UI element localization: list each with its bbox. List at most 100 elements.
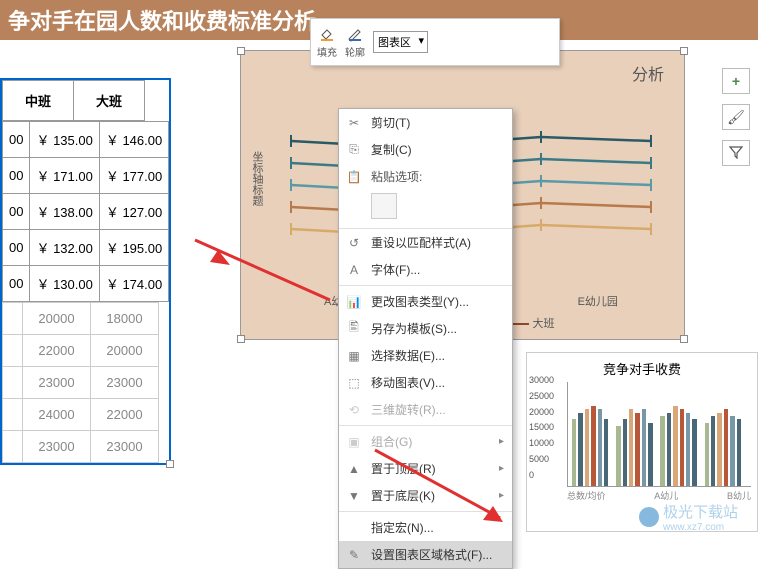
col-header: 大班	[74, 81, 145, 121]
format-icon: ✎	[345, 547, 363, 563]
chart-add-element-button[interactable]: +	[722, 68, 750, 94]
menu-send-back[interactable]: ▼置于底层(K)▸	[339, 482, 512, 509]
menu-change-type[interactable]: 📊更改图表类型(Y)...	[339, 288, 512, 315]
table-cell[interactable]: ￥ 132.00	[30, 230, 99, 266]
data-table[interactable]: 中班 大班 00￥ 135.00￥ 146.0000￥ 171.00￥ 177.…	[0, 78, 171, 465]
table-cell[interactable]: 18000	[91, 303, 159, 335]
paste-option-button[interactable]	[371, 193, 397, 219]
plus-icon: +	[732, 73, 740, 89]
pen-icon	[346, 25, 364, 43]
menu-save-template[interactable]: 🖺另存为模板(S)...	[339, 315, 512, 342]
context-menu: ✂剪切(T) ⎘复制(C) 📋粘贴选项: ↺重设以匹配样式(A) A字体(F).…	[338, 108, 513, 569]
send-back-icon: ▼	[345, 488, 363, 504]
clipboard-icon: 📋	[345, 169, 363, 185]
chart-type-icon: 📊	[345, 294, 363, 310]
bar	[604, 419, 608, 486]
small-chart-plot	[567, 382, 751, 487]
selection-handle[interactable]	[680, 335, 688, 343]
table-cell[interactable]: 23000	[23, 431, 91, 463]
table-cell[interactable]: ￥ 171.00	[30, 158, 99, 194]
table-cell[interactable]: ￥ 195.00	[99, 230, 168, 266]
table-cell[interactable]: 23000	[91, 367, 159, 399]
table-cell[interactable]: 00	[3, 266, 30, 302]
selection-handle[interactable]	[680, 47, 688, 55]
selection-handle[interactable]	[237, 47, 245, 55]
funnel-icon	[729, 145, 743, 162]
bar	[635, 413, 639, 486]
menu-group: ▣组合(G)▸	[339, 428, 512, 455]
table-cell[interactable]: 24000	[23, 399, 91, 431]
watermark: 极光下载站 www.xz7.com	[639, 501, 738, 533]
small-chart-yaxis: 050001000015000200002500030000	[529, 375, 554, 480]
selection-handle[interactable]	[166, 460, 174, 468]
watermark-icon	[639, 507, 659, 527]
bar	[578, 413, 582, 486]
bar	[730, 416, 734, 486]
bar	[629, 409, 633, 486]
table-cell[interactable]: 00	[3, 122, 30, 158]
table-cell[interactable]: ￥ 130.00	[30, 266, 99, 302]
template-icon: 🖺	[345, 321, 363, 337]
chart-filter-button[interactable]	[722, 140, 750, 166]
bar	[642, 409, 646, 486]
table-cell[interactable]	[3, 303, 23, 335]
y-axis-label: 坐标轴标题	[249, 151, 265, 206]
table-cell[interactable]: 00	[3, 230, 30, 266]
select-data-icon: ▦	[345, 348, 363, 364]
table-cell[interactable]: ￥ 135.00	[30, 122, 99, 158]
copy-icon: ⎘	[345, 142, 363, 158]
fill-button[interactable]: 填充	[317, 25, 337, 59]
table-cell[interactable]: ￥ 127.00	[99, 194, 168, 230]
menu-format-chart-area[interactable]: ✎设置图表区域格式(F)...	[339, 541, 512, 568]
menu-reset-style[interactable]: ↺重设以匹配样式(A)	[339, 229, 512, 256]
bar	[711, 416, 715, 486]
table-cell[interactable]: 00	[3, 194, 30, 230]
outline-button[interactable]: 轮廓	[345, 25, 365, 59]
menu-font[interactable]: A字体(F)...	[339, 256, 512, 283]
paint-bucket-icon	[318, 25, 336, 43]
table-cell[interactable]: ￥ 138.00	[30, 194, 99, 230]
table-cell[interactable]: ￥ 146.00	[99, 122, 168, 158]
bar	[673, 406, 677, 486]
font-icon: A	[345, 262, 363, 278]
bar	[623, 419, 627, 486]
bar	[591, 406, 595, 486]
scissors-icon: ✂	[345, 115, 363, 131]
chart-title: 分析	[632, 61, 664, 85]
selection-handle[interactable]	[237, 335, 245, 343]
bar	[660, 416, 664, 486]
small-chart-xaxis: 总数/均价 A幼儿 B幼儿	[567, 487, 751, 502]
menu-bring-front[interactable]: ▲置于顶层(R)▸	[339, 455, 512, 482]
menu-copy[interactable]: ⎘复制(C)	[339, 136, 512, 163]
table-cell[interactable]	[3, 367, 23, 399]
chart-styles-button[interactable]: 🖌	[722, 104, 750, 130]
table-cell[interactable]: 22000	[23, 335, 91, 367]
menu-cut[interactable]: ✂剪切(T)	[339, 109, 512, 136]
bar	[572, 419, 576, 486]
mini-toolbar: 填充 轮廓 图表区	[310, 18, 560, 66]
menu-select-data[interactable]: ▦选择数据(E)...	[339, 342, 512, 369]
table-cell[interactable]: 23000	[91, 431, 159, 463]
table-cell[interactable]	[3, 335, 23, 367]
bar	[667, 413, 671, 486]
table-cell[interactable]: 20000	[23, 303, 91, 335]
table-cell[interactable]: 00	[3, 158, 30, 194]
table-cell[interactable]: 23000	[23, 367, 91, 399]
group-icon: ▣	[345, 434, 363, 450]
menu-move-chart[interactable]: ⬚移动图表(V)...	[339, 369, 512, 396]
menu-assign-macro[interactable]: 指定宏(N)...	[339, 514, 512, 541]
reset-icon: ↺	[345, 235, 363, 251]
table-header-row: 中班 大班	[3, 81, 145, 121]
chart-element-selector[interactable]: 图表区	[373, 31, 428, 53]
table-cell[interactable]: ￥ 177.00	[99, 158, 168, 194]
rotate-3d-icon: ⟲	[345, 402, 363, 418]
table-cell[interactable]: 20000	[91, 335, 159, 367]
table-cell[interactable]: ￥ 174.00	[99, 266, 168, 302]
table-cell[interactable]	[3, 431, 23, 463]
brush-icon: 🖌	[727, 109, 745, 126]
table-cell[interactable]	[3, 399, 23, 431]
bar	[692, 419, 696, 486]
paste-options-row	[339, 190, 512, 229]
table-cell[interactable]: 22000	[91, 399, 159, 431]
move-icon: ⬚	[345, 375, 363, 391]
